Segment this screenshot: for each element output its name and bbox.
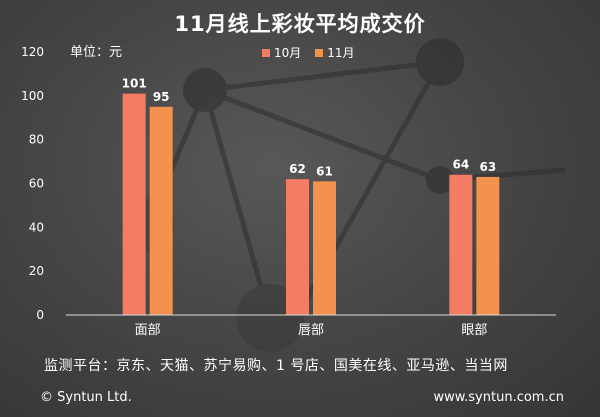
data-label: 64 [452, 158, 469, 172]
y-tick-label: 100 [21, 89, 44, 103]
legend-swatch-oct [262, 48, 270, 57]
y-tick-label: 60 [29, 177, 44, 191]
data-label: 95 [153, 90, 170, 104]
bar-11月-唇部 [313, 181, 336, 315]
y-tick-label: 0 [36, 308, 44, 322]
legend-label-nov: 11月 [327, 46, 355, 60]
legend-item-oct: 10月 [262, 44, 301, 61]
data-label: 61 [316, 164, 333, 178]
bar-11月-面部 [149, 106, 173, 316]
legend-label-oct: 10月 [274, 46, 302, 60]
legend: 10月 11月 [262, 44, 355, 61]
website: www.syntun.com.cn [433, 390, 564, 405]
bar-10月-唇部 [286, 179, 309, 315]
x-axis: 面部 唇部 眼部 [66, 314, 556, 338]
data-label: 63 [479, 160, 496, 174]
bar-10月-眼部 [449, 174, 473, 315]
data-label: 62 [289, 162, 306, 176]
x-tick-label: 眼部 [461, 323, 487, 338]
x-tick-label: 面部 [135, 323, 161, 338]
x-tick-label: 唇部 [298, 323, 324, 338]
bar-10月-面部 [122, 93, 146, 316]
y-tick-label: 20 [29, 264, 44, 278]
y-tick-label: 120 [21, 45, 44, 59]
legend-swatch-nov [315, 48, 324, 57]
y-axis: 0 20 40 60 80 100 120 [21, 45, 44, 322]
bars: 101 95 62 61 64 63 [122, 77, 500, 316]
copyright: © Syntun Ltd. [40, 390, 132, 405]
legend-item-nov: 11月 [315, 44, 355, 61]
data-label: 101 [122, 77, 147, 91]
unit-label: 单位：元 [70, 45, 123, 60]
chart-title: 11月线上彩妆平均成交价 [174, 12, 426, 36]
source-note: 监测平台：京东、天猫、苏宁易购、1 号店、国美在线、亚马逊、当当网 [44, 358, 508, 374]
bar-11月-眼部 [476, 176, 500, 315]
y-tick-label: 80 [29, 133, 44, 147]
y-tick-label: 40 [29, 220, 44, 234]
